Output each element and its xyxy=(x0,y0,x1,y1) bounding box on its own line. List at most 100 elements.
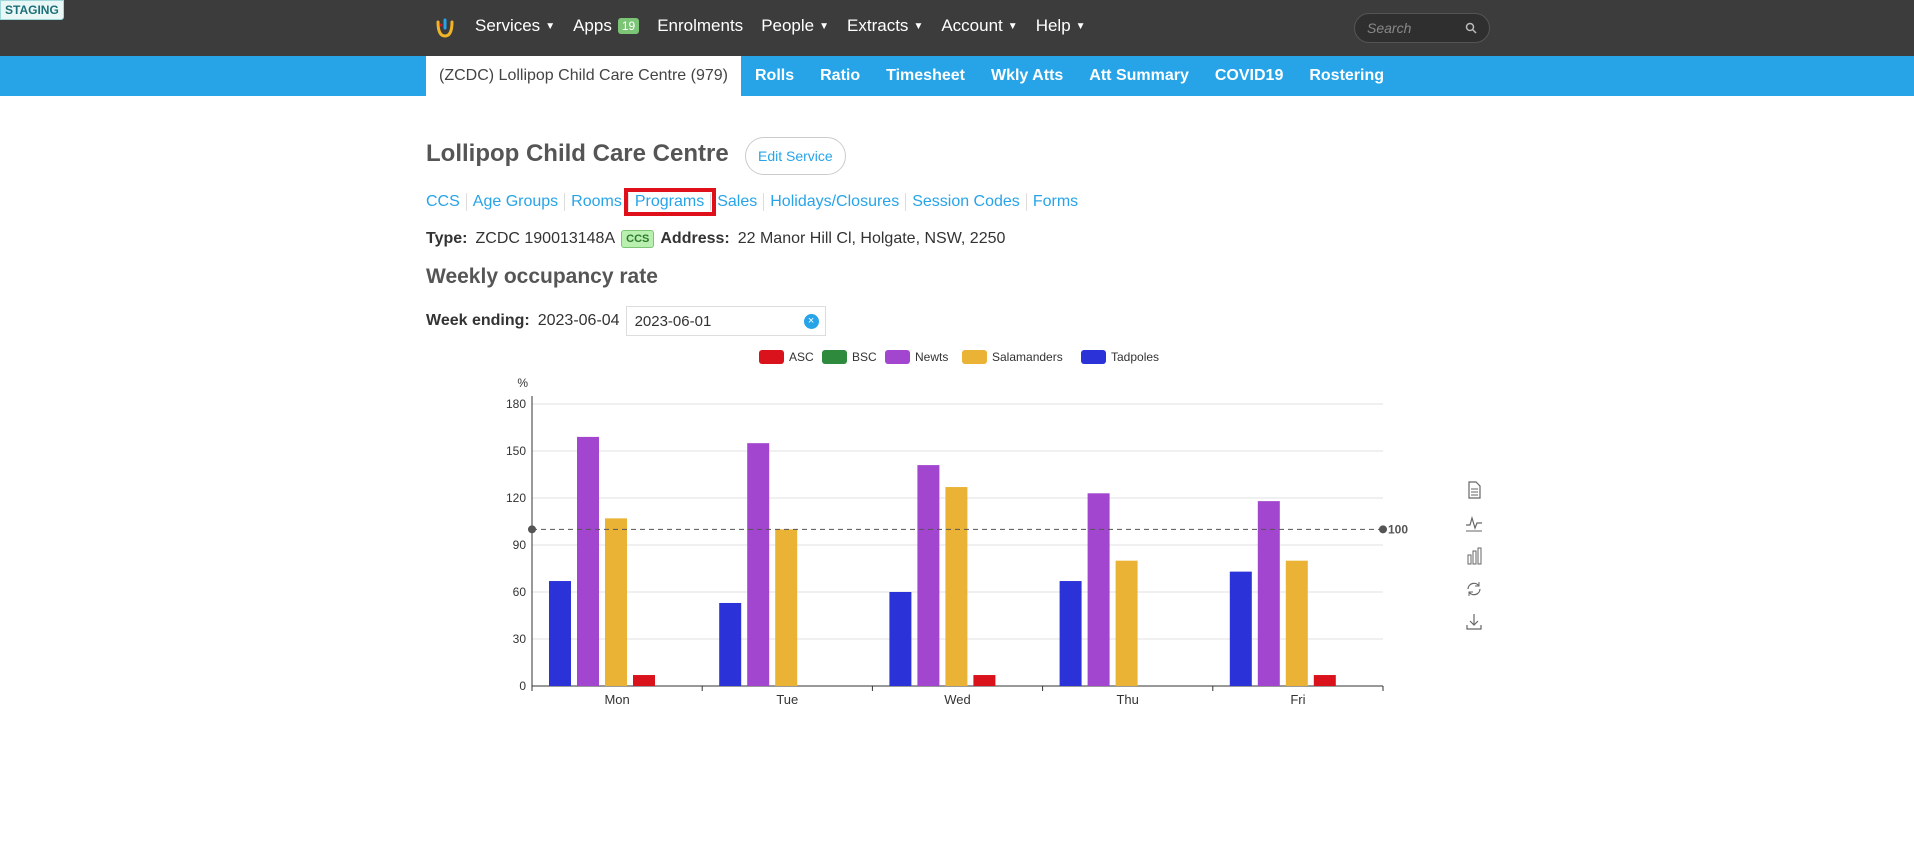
bar-tadpoles-mon xyxy=(549,581,571,686)
legend-swatch-asc xyxy=(759,350,784,364)
tab-rolls[interactable]: Rolls xyxy=(755,67,795,84)
y-tick-label: 90 xyxy=(513,538,527,552)
address-value: 22 Manor Hill Cl, Holgate, NSW, 2250 xyxy=(737,230,1006,247)
menu-apps-label: Apps xyxy=(573,16,612,35)
menu-people-label: People xyxy=(761,16,815,35)
service-links: CCS Age Groups Rooms Programs Sales Holi… xyxy=(426,188,1084,216)
search-icon[interactable] xyxy=(1465,22,1477,34)
week-ending-row: Week ending: 2023-06-04 × xyxy=(426,306,826,336)
x-tick-label: Tue xyxy=(776,692,798,707)
link-age-groups[interactable]: Age Groups xyxy=(467,193,566,211)
tab-att-summary[interactable]: Att Summary xyxy=(1089,67,1189,84)
bar-tadpoles-thu xyxy=(1059,581,1082,686)
bar-salamanders-fri xyxy=(1285,560,1308,686)
service-details: Type: ZCDC 190013148A CCS Address: 22 Ma… xyxy=(426,230,1005,248)
main-menu: Services ▼ Apps 19 Enrolments People ▼ Extr… xyxy=(475,0,1104,52)
y-tick-label: 0 xyxy=(519,679,526,693)
menu-extracts-label: Extracts xyxy=(847,16,909,35)
link-programs[interactable]: Programs xyxy=(623,188,717,216)
menu-enrolments-label: Enrolments xyxy=(657,16,744,35)
bar-salamanders-tue xyxy=(775,529,798,686)
week-ending-label: Week ending: xyxy=(426,312,530,329)
tab-wkly-atts[interactable]: Wkly Atts xyxy=(990,67,1064,84)
link-sales[interactable]: Sales xyxy=(711,193,765,211)
legend-label-bsc: BSC xyxy=(852,350,877,364)
clear-date-icon[interactable]: × xyxy=(803,314,819,329)
week-date-input[interactable] xyxy=(626,307,797,335)
tab-rostering[interactable]: Rostering xyxy=(1309,67,1385,84)
menu-account-label: Account xyxy=(941,16,1003,35)
tab-ratio[interactable]: Ratio xyxy=(820,67,861,84)
reference-line-end xyxy=(1379,525,1387,534)
staging-badge: STAGING xyxy=(0,0,64,20)
occupancy-chart: ASC BSC Newts Salamanders Tadpoles% 0 30 60 90 12… xyxy=(506,350,1408,707)
bar-salamanders-mon xyxy=(605,518,627,686)
line-chart-icon[interactable] xyxy=(1464,513,1484,533)
type-label: Type: xyxy=(426,230,468,247)
edit-service-button[interactable]: Edit Service xyxy=(745,137,846,175)
legend-swatch-newts xyxy=(885,350,910,364)
bar-newts-thu xyxy=(1087,493,1110,686)
bar-tadpoles-wed xyxy=(889,592,912,686)
menu-services[interactable]: Services ▼ xyxy=(475,16,555,36)
tab-timesheet[interactable]: Timesheet xyxy=(886,67,965,84)
y-tick-label: 120 xyxy=(506,491,526,505)
service-subnav: (ZCDC) Lollipop Child Care Centre (979) … xyxy=(0,56,1914,96)
menu-account[interactable]: Account ▼ xyxy=(941,16,1017,36)
x-tick-label: Mon xyxy=(604,692,629,707)
y-axis-label: % xyxy=(517,376,528,390)
restore-icon[interactable] xyxy=(1464,579,1484,599)
reference-line-label: 100 xyxy=(1388,522,1408,536)
reference-line-start xyxy=(528,525,536,534)
tab-covid19[interactable]: COVID19 xyxy=(1214,67,1284,84)
legend-label-salamanders: Salamanders xyxy=(992,350,1063,364)
menu-people[interactable]: People ▼ xyxy=(761,16,829,36)
menu-enrolments[interactable]: Enrolments xyxy=(657,16,743,36)
x-tick-label: Fri xyxy=(1290,692,1305,707)
legend-swatch-bsc xyxy=(822,350,847,364)
y-tick-label: 180 xyxy=(506,397,526,411)
y-tick-label: 60 xyxy=(513,585,527,599)
x-tick-label: Wed xyxy=(944,692,971,707)
chart-toolbox xyxy=(1464,480,1484,645)
ccs-badge: CCS xyxy=(621,230,655,248)
link-holidays-closures[interactable]: Holidays/Closures xyxy=(764,193,907,211)
section-title: Weekly occupancy rate xyxy=(426,265,658,288)
menu-apps[interactable]: Apps 19 xyxy=(573,16,640,36)
legend-swatch-tadpoles xyxy=(1081,350,1106,364)
menu-help[interactable]: Help ▼ xyxy=(1036,16,1086,36)
page-title: Lollipop Child Care Centre xyxy=(426,140,729,167)
legend-label-tadpoles: Tadpoles xyxy=(1111,350,1159,364)
top-navbar: Services ▼ Apps 19 Enrolments People ▼ Extr… xyxy=(0,0,1914,56)
menu-extracts[interactable]: Extracts ▼ xyxy=(847,16,923,36)
chevron-down-icon: ▼ xyxy=(819,20,830,32)
link-ccs[interactable]: CCS xyxy=(426,193,467,211)
bar-newts-mon xyxy=(577,436,599,686)
type-value: ZCDC 190013148A xyxy=(475,230,616,247)
chevron-down-icon: ▼ xyxy=(545,20,556,32)
link-session-codes[interactable]: Session Codes xyxy=(906,193,1027,211)
address-label: Address: xyxy=(660,230,730,247)
week-ending-value: 2023-06-04 xyxy=(537,312,620,329)
app-logo-icon[interactable] xyxy=(432,14,458,40)
date-picker: × xyxy=(625,306,826,336)
bar-newts-wed xyxy=(917,465,940,686)
bar-tadpoles-fri xyxy=(1229,571,1252,686)
link-rooms[interactable]: Rooms xyxy=(565,193,629,211)
legend-swatch-salamanders xyxy=(962,350,987,364)
bar-chart-icon[interactable] xyxy=(1464,546,1484,566)
search-box xyxy=(1354,13,1490,43)
chevron-down-icon: ▼ xyxy=(1007,20,1018,32)
link-forms[interactable]: Forms xyxy=(1032,193,1079,210)
y-tick-label: 150 xyxy=(506,444,526,458)
apps-count-badge: 19 xyxy=(617,18,640,34)
menu-services-label: Services xyxy=(475,16,541,35)
chevron-down-icon: ▼ xyxy=(913,20,924,32)
data-view-icon[interactable] xyxy=(1464,480,1484,500)
chevron-down-icon: ▼ xyxy=(1075,20,1086,32)
bar-salamanders-wed xyxy=(945,487,968,686)
download-icon[interactable] xyxy=(1464,612,1484,632)
tab-service-active[interactable]: (ZCDC) Lollipop Child Care Centre (979) xyxy=(426,56,741,96)
y-tick-label: 30 xyxy=(513,632,527,646)
search-input[interactable] xyxy=(1355,14,1455,42)
